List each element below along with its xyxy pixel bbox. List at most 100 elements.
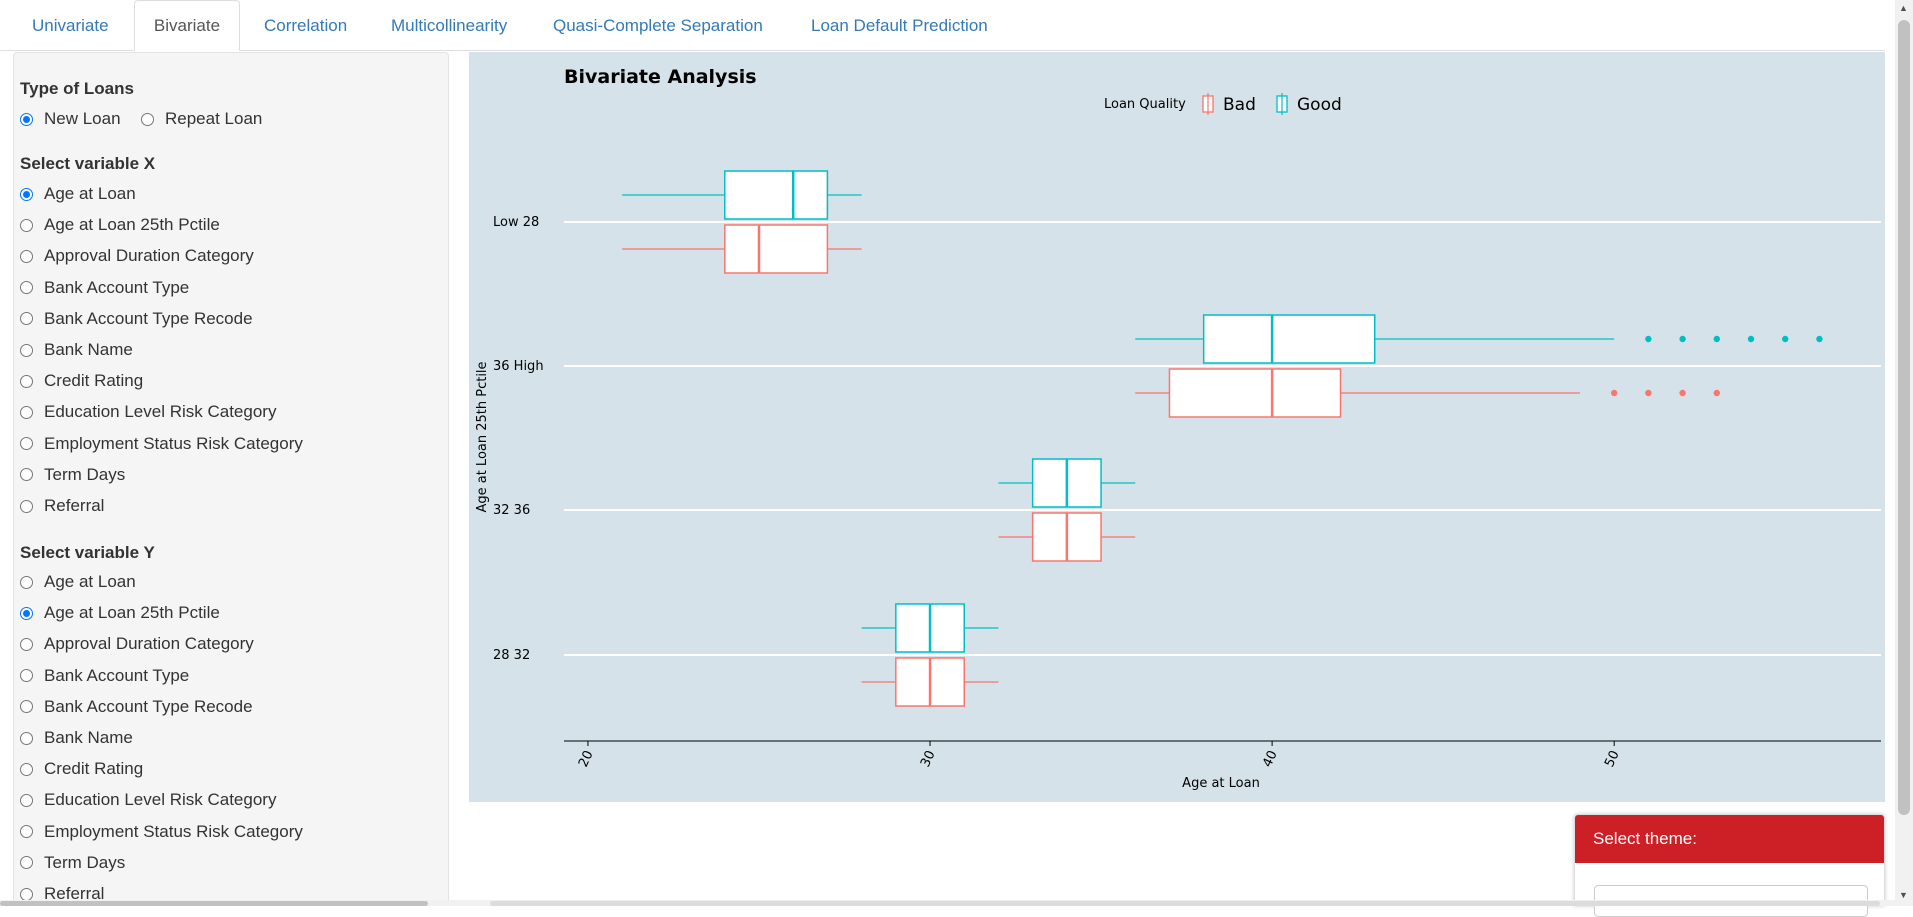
box — [724, 170, 829, 220]
box — [724, 224, 829, 274]
radio-var-x-option[interactable]: Referral — [20, 496, 104, 516]
tab-univariate[interactable]: Univariate — [32, 16, 109, 35]
x-axis-label: Age at Loan — [1182, 776, 1260, 791]
radio-dot[interactable] — [20, 793, 33, 807]
radio-dot[interactable] — [20, 856, 33, 870]
radio-dot[interactable] — [20, 669, 33, 683]
x-tick-label: 50 — [1602, 748, 1623, 769]
radio-dot[interactable] — [20, 187, 33, 201]
radio-dot[interactable] — [20, 887, 33, 901]
radio-var-y-option[interactable]: Term Days — [20, 853, 125, 873]
radio-label: Credit Rating — [44, 759, 144, 779]
var-y-label: Select variable Y — [20, 543, 155, 562]
legend-label-bad: Bad — [1223, 95, 1256, 115]
scroll-thumb[interactable] — [0, 901, 428, 906]
radio-var-y-option[interactable]: Employment Status Risk Category — [20, 822, 303, 842]
radio-var-x-option[interactable]: Term Days — [20, 465, 125, 485]
radio-var-x-option[interactable]: Bank Account Type Recode — [20, 309, 253, 329]
radio-var-y-option[interactable]: Age at Loan 25th Pctile — [20, 603, 220, 623]
plot-area: Low 28 36 High 32 36 28 32 20 30 40 50 — [493, 170, 1881, 770]
radio-var-y-option[interactable]: Education Level Risk Category — [20, 790, 276, 810]
radio-label: Employment Status Risk Category — [44, 433, 303, 453]
radio-dot[interactable] — [20, 218, 33, 232]
radio-dot[interactable] — [20, 825, 33, 839]
outlier-point — [1782, 335, 1789, 343]
radio-dot[interactable] — [20, 374, 33, 388]
x-tick-label: 20 — [576, 748, 597, 769]
radio-repeat-loan[interactable]: Repeat Loan — [141, 109, 262, 129]
radio-label: Credit Rating — [44, 371, 144, 391]
chart-title: Bivariate Analysis — [564, 66, 757, 88]
radio-var-x-option[interactable]: Credit Rating — [20, 371, 143, 391]
outlier-point — [1713, 335, 1721, 343]
radio-var-y-option[interactable]: Referral — [20, 884, 104, 904]
legend-title: Loan Quality — [1104, 97, 1186, 112]
radio-var-x-option[interactable]: Employment Status Risk Category — [20, 434, 303, 454]
boxplot-bad — [622, 224, 862, 274]
radio-dot[interactable] — [20, 575, 33, 589]
radio-var-x-option[interactable]: Bank Account Type — [20, 278, 189, 298]
radio-label: Age at Loan — [44, 572, 136, 591]
radio-label: Referral — [44, 496, 105, 515]
radio-var-y-option[interactable]: Bank Account Type — [20, 666, 189, 686]
radio-dot[interactable] — [20, 405, 33, 419]
radio-dot[interactable] — [20, 112, 33, 126]
radio-label: Bank Account Type — [44, 665, 190, 685]
radio-dot[interactable] — [20, 343, 33, 357]
radio-var-y-option[interactable]: Approval Duration Category — [20, 634, 254, 654]
radio-dot[interactable] — [20, 312, 33, 326]
radio-label: Bank Name — [44, 728, 133, 747]
tab-bivariate[interactable]: Bivariate — [134, 0, 240, 51]
radio-dot[interactable] — [20, 606, 33, 620]
radio-dot[interactable] — [20, 700, 33, 714]
radio-dot[interactable] — [20, 468, 33, 482]
horizontal-scrollbar[interactable] — [0, 900, 1895, 906]
outlier-point — [1816, 335, 1823, 343]
tab-quasi-complete-separation[interactable]: Quasi-Complete Separation — [553, 16, 763, 35]
box — [1168, 368, 1342, 418]
radio-var-x-option[interactable]: Age at Loan — [20, 184, 136, 204]
y-tick-label: 32 36 — [493, 503, 530, 518]
radio-var-x-option[interactable]: Bank Name — [20, 340, 133, 360]
tab-correlation[interactable]: Correlation — [264, 16, 348, 35]
radio-var-y-option[interactable]: Bank Account Type Recode — [20, 697, 253, 717]
radio-new-loan[interactable]: New Loan — [20, 109, 121, 129]
scroll-thumb[interactable] — [1898, 20, 1910, 815]
radio-var-x-option[interactable]: Approval Duration Category — [20, 246, 254, 266]
outlier-point — [1713, 389, 1721, 397]
boxplot-good — [861, 603, 999, 653]
radio-var-y-option[interactable]: Credit Rating — [20, 759, 143, 779]
tab-multicollinearity[interactable]: Multicollinearity — [391, 16, 508, 35]
chart-legend: Loan Quality Bad Good — [1104, 93, 1342, 115]
radio-dot[interactable] — [20, 437, 33, 451]
outlier-point — [1645, 389, 1652, 397]
radio-dot[interactable] — [20, 762, 33, 776]
boxplot-chart: Bivariate Analysis Loan Quality Bad Good L… — [475, 66, 1881, 791]
scroll-up-icon[interactable]: ▲ — [1899, 3, 1908, 13]
var-x-label: Select variable X — [20, 154, 156, 173]
bivariate-plot: Bivariate Analysis Loan Quality Bad Good L… — [469, 52, 1885, 802]
vertical-scrollbar[interactable]: ▲ ▼ — [1895, 0, 1913, 906]
radio-dot[interactable] — [20, 249, 33, 263]
scroll-thumb-secondary[interactable] — [490, 901, 1880, 906]
scroll-down-icon[interactable]: ▼ — [1899, 890, 1908, 900]
radio-var-y-option[interactable]: Bank Name — [20, 728, 133, 748]
radio-dot[interactable] — [141, 112, 154, 126]
outlier-point — [1679, 335, 1686, 343]
boxplot-bad — [998, 512, 1136, 562]
radio-var-y-option[interactable]: Age at Loan — [20, 572, 136, 592]
radio-dot[interactable] — [20, 637, 33, 651]
y-axis-label: Age at Loan 25th Pctile — [475, 361, 490, 512]
radio-label: Term Days — [44, 464, 126, 484]
radio-label: Referral — [44, 884, 105, 903]
radio-dot[interactable] — [20, 731, 33, 745]
radio-dot[interactable] — [20, 499, 33, 513]
radio-var-x-option[interactable]: Education Level Risk Category — [20, 402, 276, 422]
radio-label: Age at Loan — [44, 184, 136, 203]
tab-bar: Univariate Bivariate Correlation Multico… — [0, 0, 1885, 51]
radio-var-x-option[interactable]: Age at Loan 25th Pctile — [20, 215, 220, 235]
boxplot-bad — [861, 657, 999, 707]
radio-dot[interactable] — [20, 281, 33, 295]
radio-label: Age at Loan 25th Pctile — [44, 215, 220, 235]
tab-loan-default-prediction[interactable]: Loan Default Prediction — [811, 16, 988, 35]
